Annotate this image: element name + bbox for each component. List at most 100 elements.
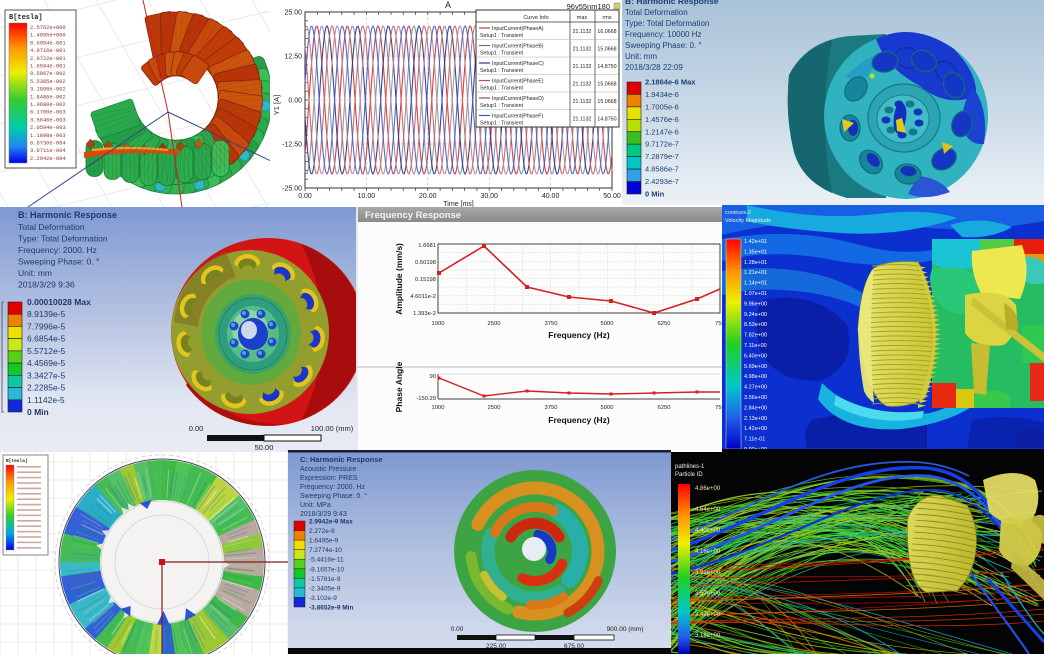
svg-text:21.1132: 21.1132 <box>573 82 592 88</box>
svg-text:1.42e+01: 1.42e+01 <box>744 239 767 245</box>
svg-text:8.6054e-001: 8.6054e-001 <box>30 40 66 46</box>
svg-text:3.42e+00: 3.42e+00 <box>695 612 721 618</box>
svg-text:6250: 6250 <box>658 405 671 411</box>
svg-text:0.15198: 0.15198 <box>415 277 436 283</box>
svg-text:Total Deformation: Total Deformation <box>625 8 688 17</box>
svg-text:-8.1657e-10: -8.1657e-10 <box>309 566 344 573</box>
svg-text:Phase Angle: Phase Angle <box>394 361 404 412</box>
svg-text:9.96e+00: 9.96e+00 <box>744 301 767 307</box>
svg-text:5.69e+00: 5.69e+00 <box>744 364 767 370</box>
svg-text:2.272e-9: 2.272e-9 <box>309 528 335 535</box>
svg-text:6.40e+00: 6.40e+00 <box>744 353 767 359</box>
svg-text:1.8486e-002: 1.8486e-002 <box>30 94 66 100</box>
svg-text:Curve Info: Curve Info <box>523 15 548 21</box>
svg-text:Unit: mm: Unit: mm <box>18 268 52 278</box>
svg-text:5000: 5000 <box>601 405 614 411</box>
svg-text:InputCurrent(PhaseD): InputCurrent(PhaseD) <box>492 96 544 102</box>
svg-text:4.64e+00: 4.64e+00 <box>695 507 721 513</box>
svg-text:3.67e+00: 3.67e+00 <box>695 591 721 597</box>
svg-text:B[tesla]: B[tesla] <box>6 458 28 464</box>
svg-text:750: 750 <box>715 405 722 411</box>
svg-text:3.1998e-002: 3.1998e-002 <box>30 87 66 93</box>
svg-text:Total Deformation: Total Deformation <box>18 222 85 232</box>
svg-text:50.00: 50.00 <box>255 443 274 452</box>
svg-text:15.0668: 15.0668 <box>597 47 616 53</box>
svg-text:-3.8652e-9 Min: -3.8652e-9 Min <box>309 605 353 612</box>
svg-text:3750: 3750 <box>545 321 558 327</box>
svg-text:Acoustic Pressure: Acoustic Pressure <box>300 466 357 473</box>
svg-text:2.0594e-003: 2.0594e-003 <box>30 125 66 131</box>
svg-text:-150.29: -150.29 <box>416 396 436 402</box>
svg-text:4.98e+00: 4.98e+00 <box>744 374 767 380</box>
svg-text:2.84e+00: 2.84e+00 <box>744 405 767 411</box>
svg-text:Unit: mm: Unit: mm <box>625 52 657 61</box>
svg-text:Setup1 : Transient: Setup1 : Transient <box>480 51 524 57</box>
svg-text:InputCurrent(PhaseA): InputCurrent(PhaseA) <box>492 26 544 32</box>
svg-text:0.00: 0.00 <box>288 98 302 105</box>
svg-text:3.18e+00: 3.18e+00 <box>695 633 721 639</box>
svg-text:Setup1 : Transient: Setup1 : Transient <box>480 103 524 109</box>
svg-text:1.21e+01: 1.21e+01 <box>744 270 767 276</box>
svg-text:1.28e+01: 1.28e+01 <box>744 260 767 266</box>
svg-text:2500: 2500 <box>488 321 501 327</box>
svg-text:pathlines-1: pathlines-1 <box>675 464 705 470</box>
svg-text:15.0668: 15.0668 <box>597 82 616 88</box>
svg-text:-1.5781e-9: -1.5781e-9 <box>309 576 341 583</box>
svg-text:1.0680e-002: 1.0680e-002 <box>30 102 66 108</box>
svg-text:90: 90 <box>430 374 436 380</box>
svg-text:5.5712e-5: 5.5712e-5 <box>27 346 66 356</box>
svg-text:3750: 3750 <box>545 405 558 411</box>
svg-text:Type: Total Deformation: Type: Total Deformation <box>18 234 108 244</box>
svg-text:2.2285e-5: 2.2285e-5 <box>27 383 66 393</box>
svg-text:96v55nm180: 96v55nm180 <box>567 2 610 11</box>
svg-text:12.50: 12.50 <box>284 54 302 61</box>
svg-text:21.1132: 21.1132 <box>573 47 592 53</box>
svg-text:Frequency (Hz): Frequency (Hz) <box>548 415 610 425</box>
svg-text:-5.4416e-11: -5.4416e-11 <box>309 557 344 564</box>
svg-text:0 Min: 0 Min <box>645 190 665 199</box>
svg-text:21.1132: 21.1132 <box>573 99 592 105</box>
svg-text:21.1132: 21.1132 <box>573 64 592 70</box>
svg-text:3.56e+00: 3.56e+00 <box>744 395 767 401</box>
svg-text:6.8736e-004: 6.8736e-004 <box>30 141 66 147</box>
svg-text:1.393e-2: 1.393e-2 <box>413 311 436 317</box>
svg-text:2.9942e-9 Max: 2.9942e-9 Max <box>309 519 353 526</box>
svg-text:-12.50: -12.50 <box>282 142 302 149</box>
svg-text:rms: rms <box>602 15 611 21</box>
svg-text:Frequency: 10000 Hz: Frequency: 10000 Hz <box>625 30 702 39</box>
svg-text:2.2942e-004: 2.2942e-004 <box>30 156 66 162</box>
svg-text:B: Harmonic Response: B: Harmonic Response <box>625 0 719 6</box>
svg-text:0.50198: 0.50198 <box>415 260 436 266</box>
svg-text:5000: 5000 <box>601 321 614 327</box>
svg-text:1.6681: 1.6681 <box>418 243 436 249</box>
svg-text:750: 750 <box>715 321 722 327</box>
svg-text:0.00010028 Max: 0.00010028 Max <box>27 297 91 307</box>
svg-text:Unit: MPa: Unit: MPa <box>300 502 331 509</box>
svg-text:Setup1 : Transient: Setup1 : Transient <box>480 86 524 92</box>
svg-text:0 Min: 0 Min <box>27 407 49 417</box>
svg-text:-25.00: -25.00 <box>282 186 302 193</box>
svg-text:25.00: 25.00 <box>284 10 302 17</box>
svg-text:2500: 2500 <box>488 405 501 411</box>
svg-text:4.16e+00: 4.16e+00 <box>695 549 721 555</box>
svg-text:10.00: 10.00 <box>358 193 376 200</box>
svg-text:2018/3/29 9:43: 2018/3/29 9:43 <box>300 511 347 518</box>
svg-text:7.82e+00: 7.82e+00 <box>744 333 767 339</box>
svg-text:Setup1 : Transient: Setup1 : Transient <box>480 33 524 39</box>
svg-text:16.0668: 16.0668 <box>597 29 616 35</box>
svg-text:3.3427e-5: 3.3427e-5 <box>27 370 66 380</box>
svg-text:1.6594e-001: 1.6594e-001 <box>30 64 66 70</box>
svg-text:9.5867e-002: 9.5867e-002 <box>30 71 66 77</box>
svg-text:30.00: 30.00 <box>480 193 498 200</box>
svg-text:1.1898e-003: 1.1898e-003 <box>30 133 66 139</box>
svg-text:InputCurrent(PhaseE): InputCurrent(PhaseE) <box>492 79 544 85</box>
svg-text:Frequency (Hz): Frequency (Hz) <box>548 330 610 340</box>
svg-text:InputCurrent(PhaseC): InputCurrent(PhaseC) <box>492 61 544 67</box>
svg-text:7.2879e-7: 7.2879e-7 <box>645 152 679 161</box>
svg-text:50.00: 50.00 <box>603 193 621 200</box>
svg-text:7.11e-01: 7.11e-01 <box>744 437 765 443</box>
svg-text:Type: Total Deformation: Type: Total Deformation <box>625 19 709 28</box>
svg-text:Frequency: 2000. Hz: Frequency: 2000. Hz <box>300 484 365 491</box>
svg-text:4.86e+00: 4.86e+00 <box>695 486 721 492</box>
svg-text:1.9434e-6: 1.9434e-6 <box>645 90 679 99</box>
